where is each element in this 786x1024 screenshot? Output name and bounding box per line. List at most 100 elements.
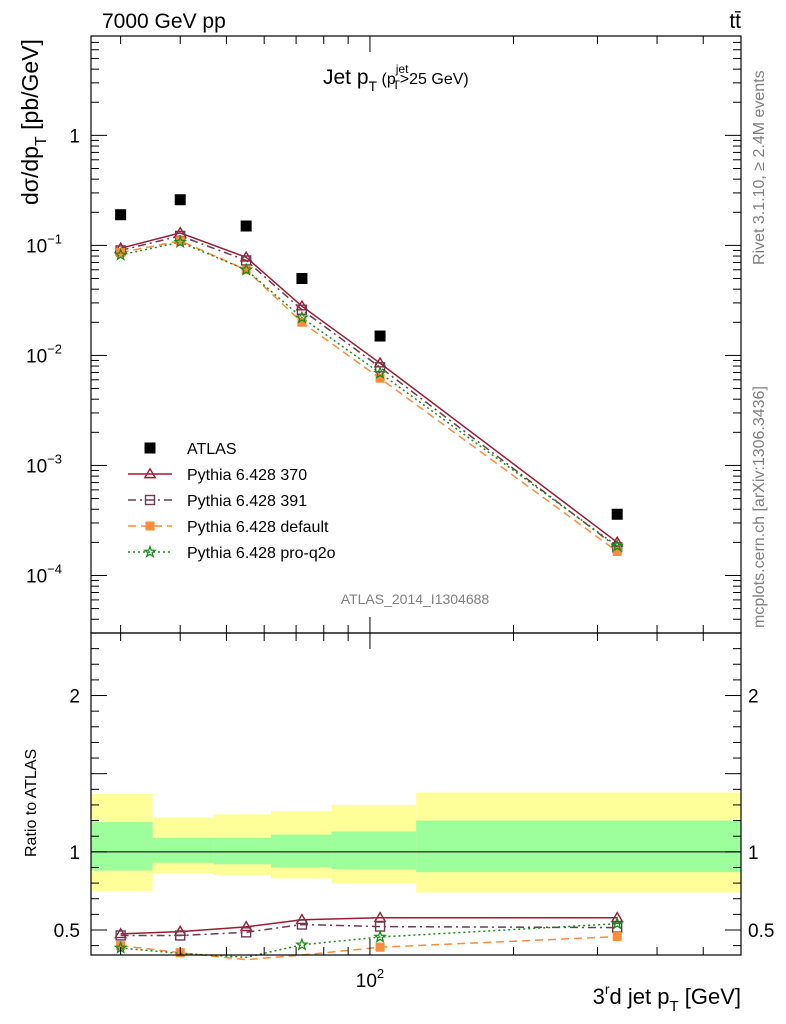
side-text-mcplots: mcplots.cern.ch [arXiv:1306.3436] [751,386,768,628]
main-series-line-1 [120,232,618,543]
uncertainty-band-inner [152,837,214,863]
xlabel-sup: r [605,981,610,997]
ratio-series-point-1 [296,919,308,930]
main-series-line-4 [120,241,618,547]
main-series-point-0 [174,194,186,206]
main-y-axis-label: dσ/dpT [pb/GeV] [17,39,50,205]
title-main: Jet p [323,66,369,89]
header-process-label: tt̄ [729,10,741,33]
main-series-point-0 [240,220,252,232]
main-series-point-2 [296,304,308,315]
main-series-point-3 [297,317,307,327]
main-series-point-3 [175,236,185,246]
ratio-series-point-0 [295,913,309,925]
y-tick-label-base: 10 [26,456,47,477]
ratio-series-point-3 [610,916,625,930]
y-tick-label-exp: −2 [47,341,62,356]
ratio-series-line-3 [120,922,618,959]
x-tick-label-exp: 2 [377,966,384,981]
legend-label-1: Pythia 6.428 370 [187,467,307,484]
main-panel-title: Jet pT (pjet T>25 GeV) [323,62,469,94]
header-energy-label: 7000 GeV pp [102,10,226,33]
ratio-series-point-0 [239,920,253,932]
ratio-series-point-0 [373,911,387,923]
xlabel-pre: 3 [593,984,605,1009]
main-series-point-1 [610,535,624,547]
main-series-line-3 [120,240,618,553]
ratio-y-tick-label-right: 1 [748,843,759,864]
xlabel-mid: d jet p [610,984,670,1009]
ratio-series-point-3 [295,937,309,951]
uncertainty-band-inner [331,831,417,870]
ratio-series-point-1 [240,927,252,938]
main-series-point-4 [113,247,128,261]
y-tick-label-base: 1 [69,126,80,147]
main-series-point-4 [173,234,188,249]
legend-marker-4 [143,544,157,558]
x-tick-label-base: 10 [356,971,377,992]
title-sub: T [369,78,378,94]
uncertainty-band-inner [213,837,271,865]
main-series-point-4 [610,538,625,552]
y-tick-label-base: 10 [26,346,47,367]
title-open: (p [377,71,396,88]
uncertainty-band-inner [270,834,332,868]
main-series-point-4 [239,262,254,276]
main-series-point-0 [611,508,623,520]
y-tick-label-exp: −4 [47,561,62,576]
y-tick-label: 10−1 [26,231,62,257]
ratio-series-point-1 [175,930,186,941]
uncertainty-band-inner [416,820,741,873]
legend-marker-2 [144,494,156,506]
legend-label-4: Pythia 6.428 pro-q2o [187,545,336,562]
ratio-series-point-3 [373,929,387,943]
ratio-series-point-2 [612,932,622,942]
x-tick-label: 102 [356,966,384,992]
ratio-y-tick-label-right: 0.5 [748,921,774,942]
main-series-point-4 [295,310,309,324]
ylabel-tail: [pb/GeV] [17,39,43,136]
main-series-point-2 [374,362,386,373]
xlabel-tail: [GeV] [679,984,741,1009]
ratio-series-point-2 [116,941,126,951]
y-tick-label-exp: −3 [47,451,62,466]
legend-marker-1 [143,467,157,479]
ratio-series-line-0 [120,917,618,935]
ratio-y-tick-label-right: 2 [748,687,759,708]
ratio-series-point-0 [114,927,128,939]
y-tick-label-base: 10 [26,566,47,587]
main-series-point-4 [373,365,387,380]
legend-label-2: Pythia 6.428 391 [187,493,307,510]
main-series-point-0 [115,209,127,221]
ratio-y-tick-label: 0.5 [54,921,80,942]
ratio-series-point-1 [115,930,126,941]
analysis-watermark: ATLAS_2014_I1304688 [341,591,490,607]
main-series-point-0 [296,273,308,285]
ratio-y-axis-label: Ratio to ATLAS [23,749,40,857]
y-tick-label: 10−4 [26,561,62,587]
main-series-point-3 [375,373,385,383]
ratio-panel-frame [90,632,742,956]
side-text-rivet: Rivet 3.1.10, ≥ 2.4M events [751,70,768,265]
main-series-point-3 [241,265,251,275]
y-tick-label: 10−3 [26,451,62,477]
title-tail: >25 GeV) [400,71,469,88]
ratio-series-point-0 [610,911,624,923]
main-series-line-2 [120,235,618,548]
x-axis-label: 3rd jet pT [GeV] [593,981,741,1015]
ylabel-main: dσ/dp [17,146,43,205]
legend-label-3: Pythia 6.428 default [187,519,329,536]
title-sub2: T [392,78,400,92]
ratio-series-line-2 [120,935,618,961]
xlabel-sub: T [669,998,678,1015]
title-sup: jet [395,62,409,76]
uncertainty-band-inner [91,822,153,871]
legend-marker-3 [145,521,155,531]
y-tick-label: 1 [69,126,80,147]
legend-label-0: ATLAS [187,441,237,458]
y-tick-label: 10−2 [26,341,62,367]
ylabel-sub: T [33,136,50,146]
ratio-series-line-1 [120,923,618,937]
legend-marker-0 [144,442,156,454]
